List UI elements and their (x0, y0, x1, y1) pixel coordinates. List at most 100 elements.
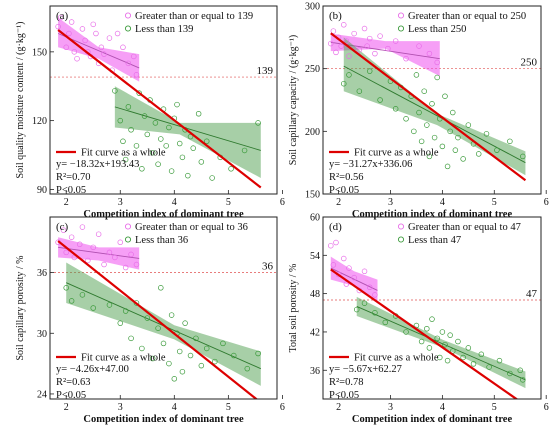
data-point-low (160, 340, 167, 347)
x-tick-label: 3 (388, 197, 393, 208)
data-point-high (341, 22, 347, 28)
data-point-high (416, 43, 422, 49)
x-axis-label: Competition index of dominant tree (83, 414, 244, 425)
data-point-low (403, 116, 409, 122)
data-point-low (144, 131, 151, 138)
legend-entry: Greater than or equal to 139 (135, 11, 253, 22)
data-point-low (176, 348, 183, 355)
data-point-low (166, 360, 172, 367)
data-point-high (63, 44, 69, 51)
panel-label: (d) (329, 221, 342, 233)
data-point-low (372, 310, 378, 316)
fit-r-squared: R²=0.78 (329, 377, 363, 388)
fit-p-value: P<0.05 (56, 390, 86, 401)
legend-marker (124, 12, 132, 19)
data-point-high (82, 37, 88, 44)
data-point-high (76, 241, 83, 248)
data-point-low (426, 345, 433, 351)
group-fit-line (58, 246, 140, 259)
confidence-band-low (343, 37, 526, 176)
data-point-low (203, 345, 210, 352)
data-point-high (361, 268, 368, 275)
x-tick-label: 3 (118, 402, 123, 413)
data-point-low (176, 140, 183, 147)
data-point-low (179, 368, 186, 375)
data-point-low (403, 329, 409, 335)
legend-marker (397, 12, 405, 19)
x-tick-label: 2 (64, 197, 69, 208)
y-tick-label: 90 (37, 185, 47, 196)
data-point-low (447, 332, 453, 338)
data-point-low (187, 352, 194, 359)
data-point-high (434, 59, 440, 66)
data-point-low (158, 285, 164, 291)
x-tick-label: 5 (492, 197, 497, 208)
x-tick-label: 4 (172, 197, 177, 208)
y-tick-label: 250 (305, 64, 320, 75)
y-tick-label: 42 (310, 327, 320, 338)
data-point-low (353, 306, 360, 313)
data-point-high (101, 51, 107, 57)
x-tick-label: 6 (544, 402, 549, 413)
data-point-high (328, 242, 334, 249)
data-point-high (106, 35, 113, 41)
data-point-low (190, 145, 196, 151)
y-tick-label: 24 (37, 389, 47, 400)
data-point-low (444, 357, 451, 364)
data-point-low (377, 97, 383, 103)
panel-label: (a) (56, 10, 69, 22)
data-point-low (520, 377, 526, 383)
data-point-low (455, 134, 461, 141)
panel-c: 2 3 4 5 6 24 30 36 Competition index of dominant… (15, 216, 285, 425)
y-tick-label: 54 (310, 251, 320, 262)
data-point-high (128, 251, 134, 258)
data-point-low (434, 74, 440, 81)
data-point-low (442, 93, 448, 99)
fit-p-value: P<0.05 (56, 185, 86, 196)
data-point-low (418, 338, 425, 345)
data-point-low (244, 365, 251, 372)
data-point-low (168, 168, 175, 174)
data-point-low (179, 154, 186, 161)
data-point-low (136, 90, 142, 96)
panel-label: (c) (56, 221, 69, 233)
data-point-low (163, 143, 169, 149)
plot-frame (49, 5, 278, 195)
y-tick-label: 60 (310, 213, 320, 224)
y-axis-label: Soil capillary porosity / % (15, 256, 26, 361)
data-point-high (98, 44, 105, 51)
x-tick-label: 3 (118, 197, 123, 208)
data-point-high (351, 274, 357, 281)
data-point-low (439, 143, 446, 150)
data-point-low (255, 120, 261, 126)
data-point-high (403, 55, 409, 62)
data-point-high (101, 261, 107, 268)
data-point-high (90, 244, 96, 251)
data-point-high (90, 21, 96, 28)
data-point-low (149, 149, 156, 156)
data-point-low (106, 302, 113, 308)
panel-d: 2 3 4 5 6 36 42 48 54 60 Competition index of domi… (288, 213, 549, 426)
data-point-high (68, 234, 75, 240)
data-point-low (434, 335, 440, 342)
x-tick-label: 6 (544, 197, 549, 208)
data-point-low (241, 147, 248, 154)
plot-frame (49, 216, 278, 400)
data-point-high (79, 26, 86, 32)
data-point-high (392, 38, 399, 44)
group-fit-line (114, 106, 261, 151)
data-point-low (68, 298, 75, 304)
plot-frame (322, 5, 542, 195)
data-point-high (68, 19, 75, 25)
overall-fit-line (57, 29, 262, 189)
data-point-high (372, 50, 378, 57)
data-point-low (231, 352, 237, 359)
legend-entry: Less than 47 (408, 235, 461, 246)
data-point-low (255, 350, 261, 357)
x-axis-label: Competition index of dominant tree (352, 209, 513, 220)
data-point-low (520, 153, 526, 160)
data-point-high (361, 25, 368, 32)
data-point-high (58, 14, 64, 21)
data-point-low (478, 351, 485, 358)
data-point-low (429, 316, 435, 322)
